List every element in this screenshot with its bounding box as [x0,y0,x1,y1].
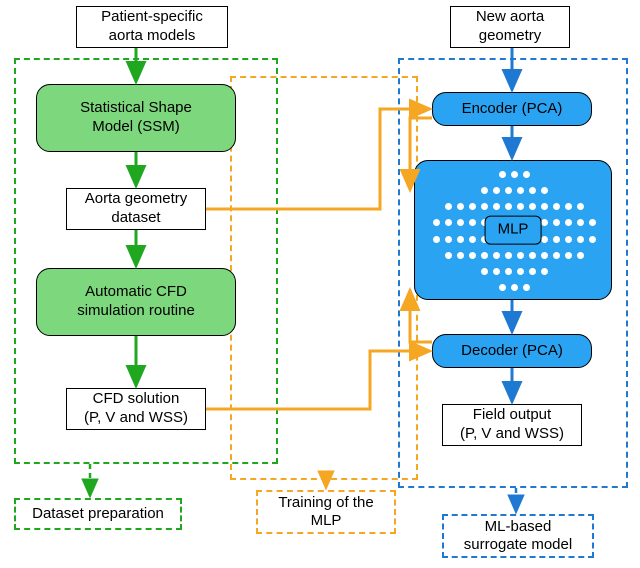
mlp-box: MLP [414,160,612,300]
cfd-solution-label: CFD solution (P, V and WSS) [84,390,188,428]
new-aorta-label: New aorta geometry [476,8,544,46]
decoder-box: Decoder (PCA) [432,334,592,368]
mlp-label: MLP [485,216,542,245]
encoder-box: Encoder (PCA) [432,92,592,126]
decoder-label: Decoder (PCA) [461,342,563,361]
training-label: Training of the MLP [278,494,373,530]
new-aorta-box: New aorta geometry [450,6,570,48]
ssm-label: Statistical Shape Model (SSM) [80,99,192,137]
surrogate-label: ML-based surrogate model [464,518,572,554]
ssm-box: Statistical Shape Model (SSM) [36,84,236,152]
geometry-dataset-label: Aorta geometry dataset [85,190,188,228]
field-output-label: Field output (P, V and WSS) [460,406,564,444]
surrogate-legend: ML-based surrogate model [442,514,594,558]
dataset-prep-label: Dataset preparation [32,505,164,523]
orange-region [230,76,418,480]
encoder-label: Encoder (PCA) [462,100,563,119]
field-output-box: Field output (P, V and WSS) [442,404,582,446]
cfd-routine-box: Automatic CFD simulation routine [36,268,236,336]
patient-models-box: Patient-specific aorta models [76,6,228,48]
patient-models-label: Patient-specific aorta models [101,8,203,46]
geometry-dataset-box: Aorta geometry dataset [66,188,206,230]
training-legend: Training of the MLP [256,490,396,534]
dataset-prep-legend: Dataset preparation [14,498,182,530]
cfd-solution-box: CFD solution (P, V and WSS) [66,388,206,430]
cfd-routine-label: Automatic CFD simulation routine [77,283,195,321]
